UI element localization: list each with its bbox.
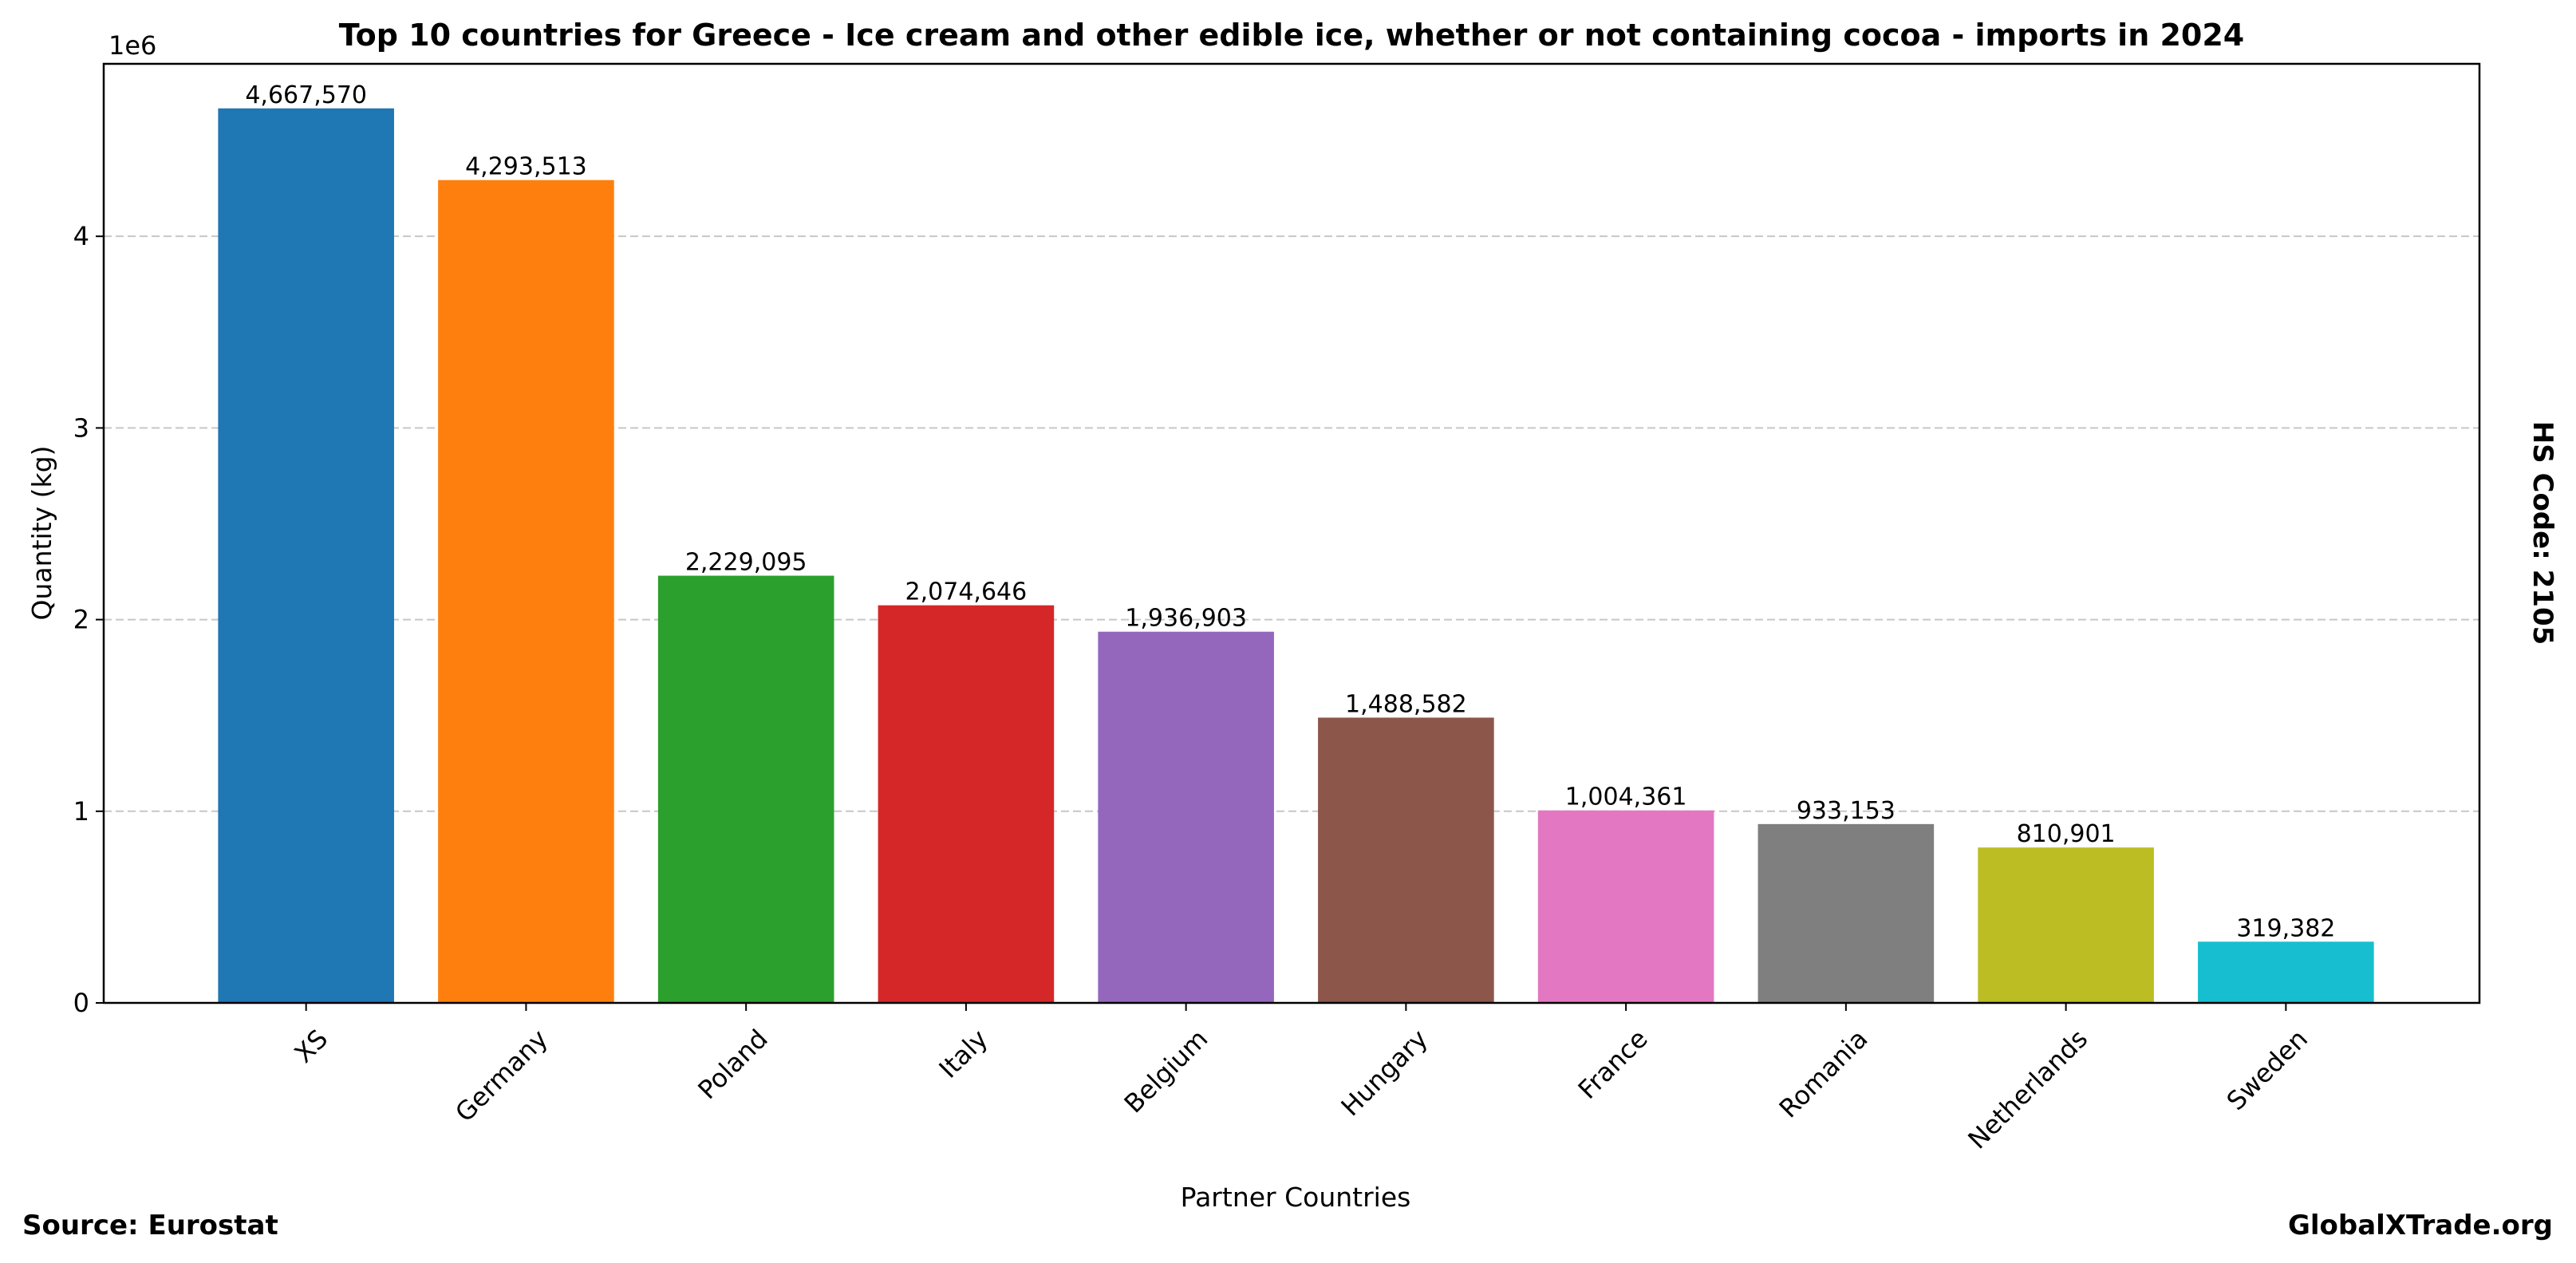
bar-xs (218, 108, 394, 1004)
data-label: 4,293,513 (465, 153, 587, 181)
x-tick-label: Hungary (1335, 1024, 1434, 1122)
source-label: Source: Eurostat (22, 1210, 278, 1241)
bar-belgium (1098, 631, 1274, 1003)
x-tick-label: Poland (692, 1024, 773, 1105)
y-offset-label: 1e6 (108, 30, 156, 61)
x-tick-label: Romania (1773, 1024, 1874, 1124)
bar-hungary (1318, 717, 1494, 1003)
plot-frame (102, 62, 2481, 1004)
x-tick-label: Belgium (1118, 1024, 1214, 1119)
y-tick-label: 0 (73, 988, 89, 1018)
bar-romania (1757, 823, 1935, 1003)
data-label: 1,936,903 (1125, 605, 1247, 633)
bars (218, 108, 2374, 1004)
x-tick-label: Sweden (2221, 1024, 2314, 1116)
y-axis-label: Quantity (kg) (26, 446, 57, 621)
data-label: 1,004,361 (1565, 783, 1687, 811)
bar-france (1537, 810, 1714, 1003)
hs-code-label: HS Code: 2105 (2527, 421, 2558, 645)
y-tick-label: 2 (73, 605, 89, 635)
bar-sweden (2198, 941, 2374, 1003)
bar-poland (657, 575, 834, 1003)
data-label: 810,901 (2017, 820, 2116, 848)
data-labels: 4,667,570 4,293,513 2,229,095 2,074,646 1,93… (245, 81, 2335, 942)
x-axis-label: Partner Countries (1181, 1182, 1411, 1213)
y-tick-label: 3 (73, 412, 89, 443)
y-ticks: 0 1 2 3 4 (73, 221, 104, 1018)
bar-netherlands (1978, 847, 2154, 1003)
brand-label: GlobalXTrade.org (2288, 1210, 2553, 1241)
data-label: 933,153 (1797, 797, 1896, 825)
bar-italy (878, 605, 1055, 1003)
data-label: 1,488,582 (1345, 690, 1467, 718)
x-tick-label: Germany (449, 1024, 554, 1128)
y-tick-label: 1 (73, 796, 89, 827)
data-label: 2,229,095 (685, 549, 807, 577)
x-tick-label: Italy (933, 1024, 994, 1084)
y-tick-label: 4 (73, 221, 89, 251)
x-tick-label: France (1572, 1024, 1654, 1105)
data-label: 4,667,570 (245, 81, 367, 109)
data-label: 2,074,646 (905, 578, 1028, 606)
data-label: 319,382 (2236, 914, 2335, 942)
chart-title: Top 10 countries for Greece - Ice cream … (339, 18, 2245, 53)
x-ticks: XS Germany Poland Italy Belgium Hungary France… (289, 1003, 2314, 1155)
bar-germany (438, 180, 614, 1003)
x-tick-label: Netherlands (1962, 1024, 2093, 1155)
x-tick-label: XS (289, 1024, 334, 1069)
